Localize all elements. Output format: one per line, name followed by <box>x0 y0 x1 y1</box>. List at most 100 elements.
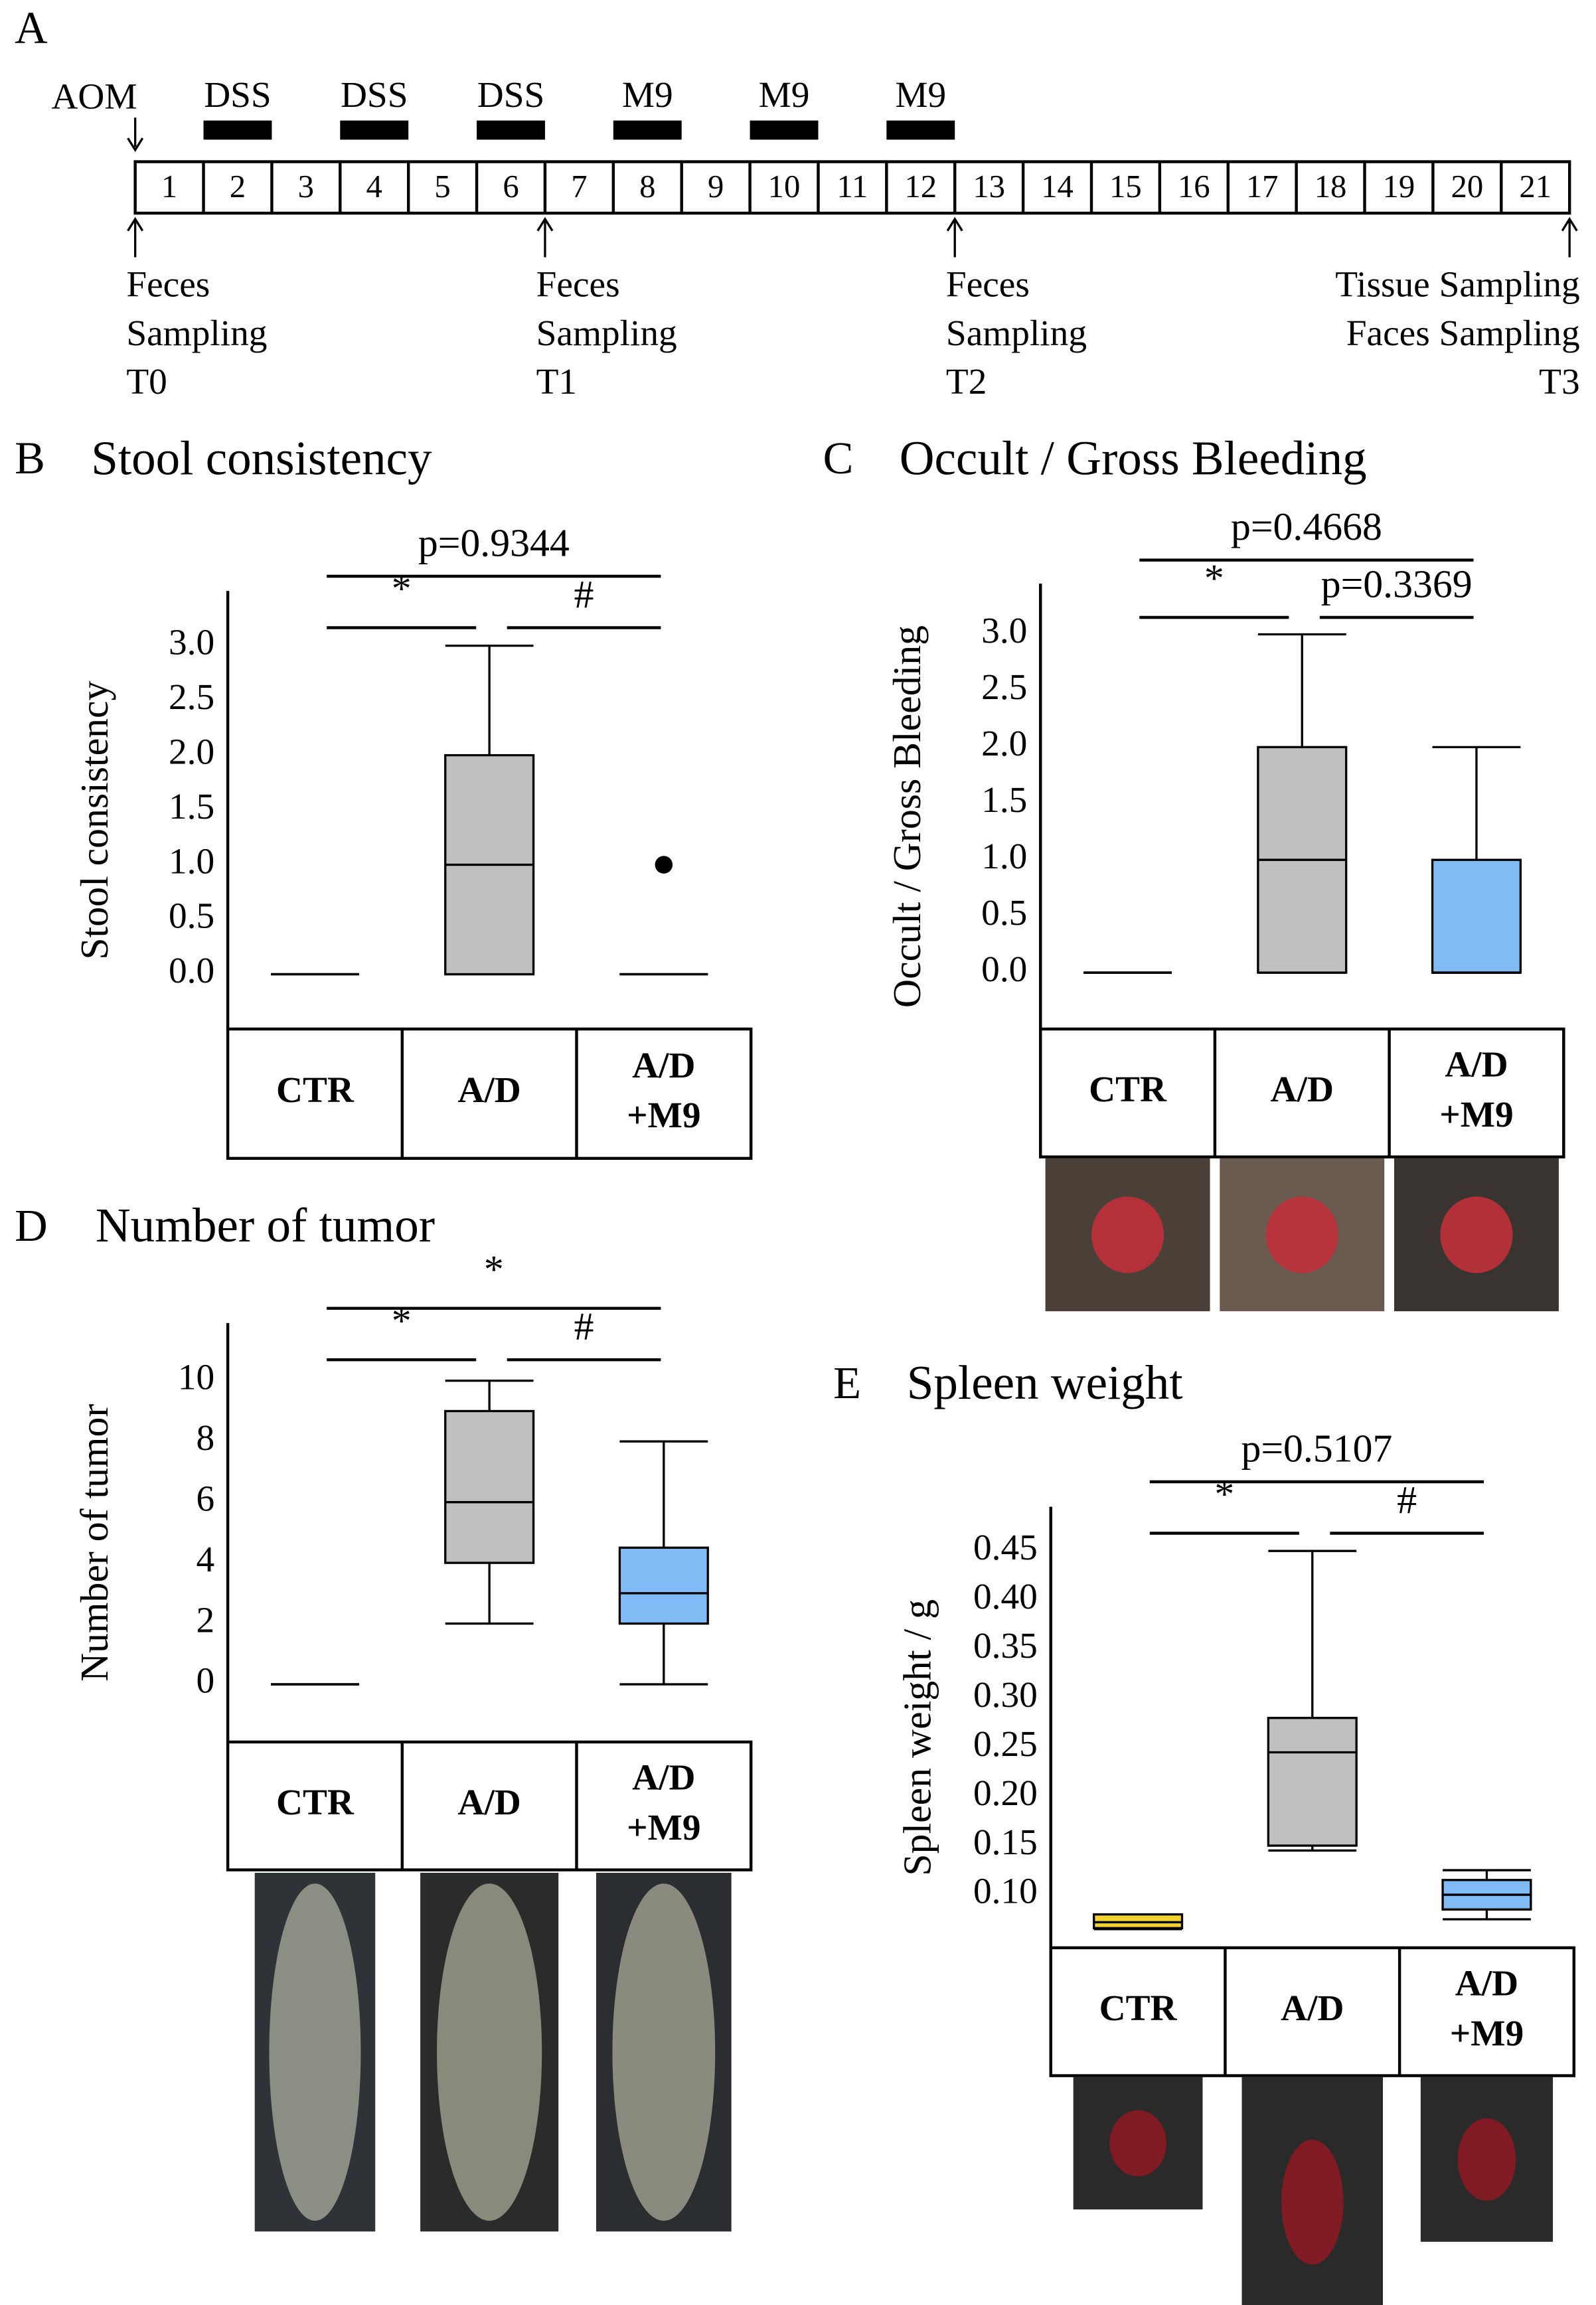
significance-label: * <box>1214 1472 1234 1516</box>
photo-detail <box>1457 2118 1516 2201</box>
y-tick-label: 0.35 <box>973 1625 1038 1666</box>
category-line: +M9 <box>627 1807 700 1848</box>
y-tick-label: 10 <box>178 1356 214 1397</box>
treatment-label: M9 <box>895 74 946 115</box>
day-label: 17 <box>1246 169 1279 204</box>
category-label: A/D <box>457 1782 520 1822</box>
treatment-bar <box>750 120 819 140</box>
sampling-label: T0 <box>126 361 167 402</box>
treatment-label: M9 <box>759 74 810 115</box>
chart-title: Spleen weight <box>907 1356 1183 1409</box>
y-axis-label: Spleen weight / g <box>896 1599 939 1876</box>
y-tick-label: 0.40 <box>973 1576 1038 1617</box>
day-label: 7 <box>571 169 587 204</box>
sampling-label: T2 <box>946 361 987 402</box>
day-label: 16 <box>1178 169 1210 204</box>
y-tick-label: 2.5 <box>169 676 214 717</box>
significance-label: p=0.3369 <box>1321 562 1473 605</box>
category-label: CTR <box>1099 1988 1178 2028</box>
y-tick-label: 0.45 <box>973 1527 1038 1567</box>
y-tick-label: 0.0 <box>981 949 1027 989</box>
significance-label: p=0.4668 <box>1231 505 1382 548</box>
day-label: 18 <box>1315 169 1347 204</box>
significance-label: p=0.5107 <box>1241 1426 1392 1470</box>
treatment-label: DSS <box>341 74 408 115</box>
y-tick-label: 0.10 <box>973 1871 1038 1911</box>
photo-detail <box>1265 1196 1338 1273</box>
y-tick-label: 1.0 <box>169 840 214 881</box>
category-line: A/D <box>632 1044 695 1085</box>
category-line: A/D <box>632 1757 695 1797</box>
box <box>1431 858 1522 974</box>
day-label: 5 <box>434 169 450 204</box>
day-label: 1 <box>161 169 177 204</box>
day-label: 6 <box>503 169 519 204</box>
box <box>618 1546 709 1625</box>
treatment-label: M9 <box>622 74 673 115</box>
panel-letter: D <box>15 1200 48 1251</box>
y-tick-label: 3.0 <box>169 621 214 662</box>
y-axis-label: Occult / Gross Bleeding <box>885 625 929 1008</box>
timeline-box <box>133 160 1571 215</box>
category-label: A/D <box>1271 1069 1334 1109</box>
category-label: CTR <box>1089 1069 1167 1109</box>
photo-detail <box>612 1883 716 2221</box>
significance-label: # <box>574 572 594 616</box>
sampling-label: Sampling <box>126 313 267 353</box>
day-label: 20 <box>1451 169 1483 204</box>
category-label: CTR <box>276 1782 355 1822</box>
chart-title: Stool consistency <box>91 431 432 485</box>
day-label: 14 <box>1041 169 1074 204</box>
box <box>444 1409 535 1564</box>
category-line: A/D <box>1455 1962 1518 2003</box>
category-table <box>226 1027 753 1160</box>
treatment-bar <box>203 120 272 140</box>
day-label: 19 <box>1383 169 1415 204</box>
significance-label: # <box>574 1305 594 1348</box>
outlier <box>655 856 673 874</box>
day-label: 8 <box>639 169 655 204</box>
category-label: A/D <box>457 1070 520 1110</box>
y-tick-label: 6 <box>197 1478 215 1518</box>
significance-label: * <box>484 1247 504 1291</box>
chart-title: Occult / Gross Bleeding <box>900 431 1367 485</box>
treatment-bar <box>613 120 682 140</box>
arrow-head <box>946 216 963 232</box>
treatment-bar <box>886 120 955 140</box>
y-tick-label: 8 <box>197 1417 215 1458</box>
y-axis-label: Stool consistency <box>72 680 116 959</box>
day-label: 4 <box>366 169 382 204</box>
category-table <box>1039 1027 1565 1158</box>
significance-label: p=0.9344 <box>418 520 570 564</box>
y-tick-label: 1.5 <box>981 779 1027 820</box>
panel-letter: A <box>15 2 48 52</box>
day-label: 9 <box>708 169 724 204</box>
day-label: 12 <box>904 169 937 204</box>
day-label: 21 <box>1519 169 1552 204</box>
category-line: A/D <box>1445 1044 1508 1084</box>
y-tick-label: 0.5 <box>169 896 214 936</box>
category-line: +M9 <box>1450 2013 1524 2053</box>
panel-letter: C <box>823 433 854 483</box>
y-tick-label: 2.5 <box>981 667 1027 707</box>
treatment-bar <box>340 120 409 140</box>
y-tick-label: 0.0 <box>169 950 214 991</box>
y-tick-label: 2 <box>197 1599 215 1640</box>
photo-detail <box>1440 1196 1513 1273</box>
start-label: AOM <box>51 76 137 116</box>
photo-detail <box>437 1883 542 2221</box>
y-tick-label: 1.0 <box>981 836 1027 876</box>
arrow-head <box>536 216 554 232</box>
sampling-label: Tissue Sampling <box>1335 264 1579 305</box>
treatment-label: DSS <box>477 74 544 115</box>
y-tick-label: 0.30 <box>973 1674 1038 1715</box>
sampling-label: Feces <box>126 264 210 305</box>
sampling-label: T3 <box>1539 361 1579 402</box>
y-tick-label: 0.15 <box>973 1822 1038 1862</box>
category-table <box>226 1740 753 1871</box>
category-label: CTR <box>276 1070 355 1110</box>
significance-label: # <box>1397 1478 1417 1522</box>
category-label: A/D +M9 <box>627 1757 700 1847</box>
sampling-label: T1 <box>536 361 577 402</box>
category-label: A/D +M9 <box>1450 1962 1524 2053</box>
